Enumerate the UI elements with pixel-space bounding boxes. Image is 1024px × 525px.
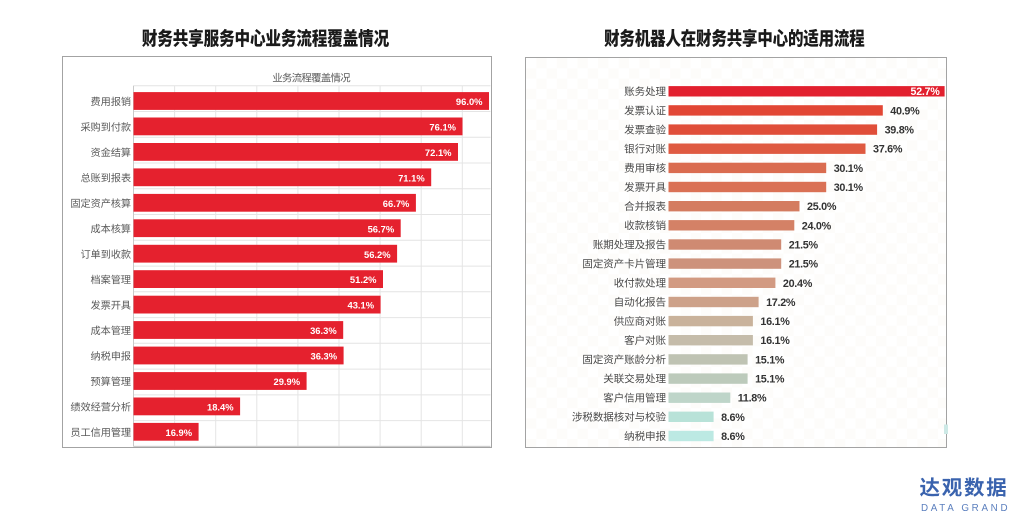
svg-text:20.4%: 20.4%	[783, 278, 813, 290]
svg-text:76.1%: 76.1%	[429, 122, 456, 133]
svg-text:15.1%: 15.1%	[755, 374, 785, 386]
svg-text:36.3%: 36.3%	[311, 351, 338, 362]
svg-text:16.9%: 16.9%	[166, 427, 193, 438]
svg-text:30.1%: 30.1%	[834, 163, 864, 175]
svg-text:71.1%: 71.1%	[398, 172, 425, 183]
svg-text:36.3%: 36.3%	[310, 325, 337, 336]
svg-text:8.6%: 8.6%	[721, 412, 745, 424]
svg-text:56.2%: 56.2%	[364, 249, 391, 260]
svg-text:56.7%: 56.7%	[368, 223, 395, 234]
svg-text:52.7%: 52.7%	[911, 86, 941, 98]
svg-text:21.5%: 21.5%	[789, 259, 819, 271]
svg-text:29.9%: 29.9%	[274, 376, 301, 387]
svg-text:96.0%: 96.0%	[456, 96, 483, 107]
svg-text:37.6%: 37.6%	[873, 144, 903, 156]
svg-text:DATA GRAND: DATA GRAND	[921, 503, 1010, 514]
svg-text:39.8%: 39.8%	[885, 125, 915, 137]
svg-text:21.5%: 21.5%	[789, 240, 819, 252]
svg-text:30.1%: 30.1%	[834, 182, 864, 194]
svg-text:25.0%: 25.0%	[807, 201, 837, 213]
svg-text:72.1%: 72.1%	[425, 147, 452, 158]
svg-text:18.4%: 18.4%	[207, 402, 234, 413]
svg-text:11.8%: 11.8%	[738, 393, 767, 405]
svg-text:66.7%: 66.7%	[383, 198, 410, 209]
svg-text:43.1%: 43.1%	[348, 300, 375, 311]
svg-text:15.1%: 15.1%	[755, 354, 785, 366]
svg-text:17.2%: 17.2%	[766, 297, 796, 309]
svg-text:51.2%: 51.2%	[350, 274, 377, 285]
svg-text:16.1%: 16.1%	[760, 316, 790, 328]
svg-text:40.9%: 40.9%	[890, 106, 920, 118]
svg-text:16.1%: 16.1%	[760, 335, 790, 347]
svg-text:8.6%: 8.6%	[721, 431, 745, 443]
svg-text:24.0%: 24.0%	[802, 220, 832, 232]
